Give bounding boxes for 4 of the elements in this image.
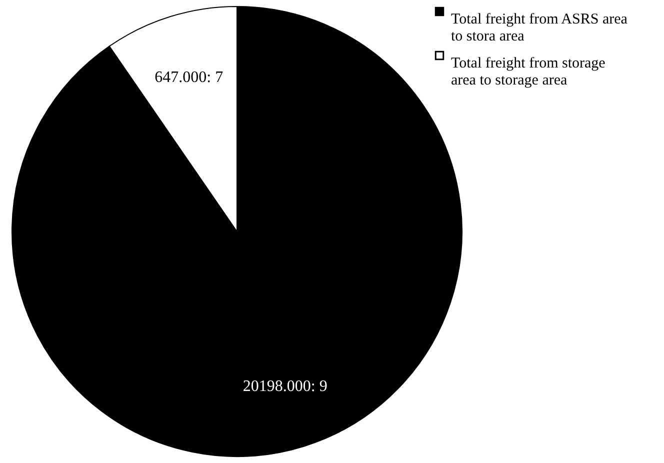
data-label: 647.000: 7 <box>154 68 224 86</box>
legend-label: Total freight from storage area to storage area <box>451 56 606 88</box>
data-label: 20198.000: 9 <box>242 378 328 396</box>
legend-label: Total freight from ASRS area to stora area <box>451 12 628 44</box>
